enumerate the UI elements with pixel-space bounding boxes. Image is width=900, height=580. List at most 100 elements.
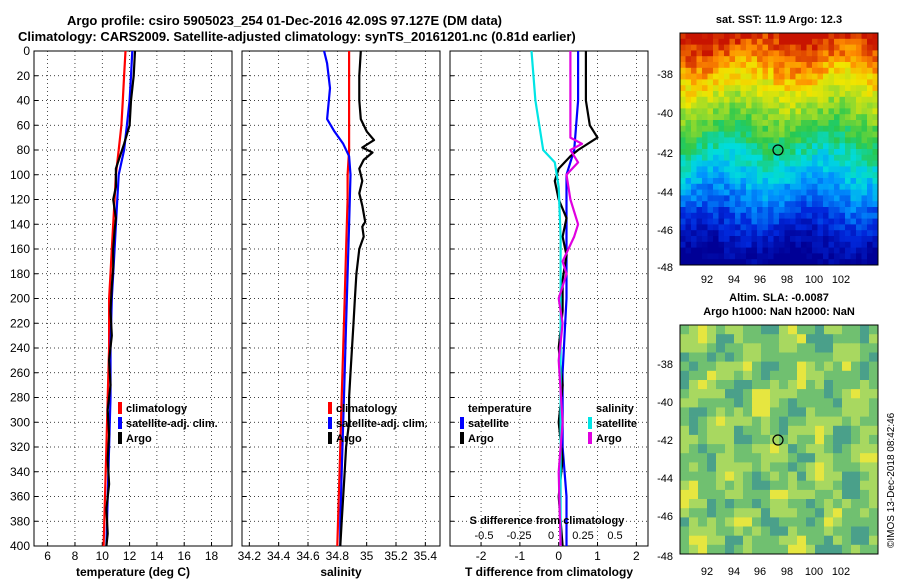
legend-label-satellite-adj: satellite-adj. clim. — [126, 418, 218, 430]
sla-cell — [689, 544, 699, 555]
sst-cell — [724, 160, 730, 167]
sla-cell — [761, 535, 771, 546]
sla-cell — [779, 380, 789, 390]
sla-cell — [806, 352, 816, 363]
sla-cell — [734, 517, 744, 527]
sst-cell — [856, 125, 862, 132]
series-line-s-satellite — [530, 50, 562, 546]
sst-cell — [751, 230, 758, 237]
sst-cell — [746, 137, 752, 144]
sst-cell — [801, 247, 807, 254]
sst-cell — [702, 85, 708, 92]
sst-cell — [828, 253, 835, 260]
sst-cell — [696, 44, 703, 51]
sst-cell — [867, 241, 873, 248]
sla-cell — [725, 343, 735, 353]
sst-cell — [812, 236, 818, 243]
sst-cell — [834, 247, 840, 254]
sla-cell — [770, 444, 780, 454]
sst-cell — [856, 218, 862, 225]
sst-cell — [757, 56, 763, 63]
sst-cell — [702, 218, 708, 225]
sst-cell — [729, 91, 736, 98]
sst-cell — [784, 50, 791, 57]
sla-cell — [743, 499, 753, 509]
sst-cell — [823, 85, 829, 92]
sst-cell — [696, 50, 703, 57]
sst-cell — [718, 137, 725, 144]
y-tick-label: 40 — [17, 94, 31, 108]
sst-cell — [757, 38, 763, 45]
sla-cell — [788, 453, 798, 463]
sla-cell — [761, 544, 771, 555]
sla-cell — [707, 370, 717, 381]
sla-cell — [680, 444, 690, 454]
sla-cell — [743, 334, 753, 344]
sst-cell — [713, 62, 719, 69]
sst-cell — [872, 212, 879, 219]
sla-cell — [788, 416, 798, 427]
sst-cell — [718, 253, 725, 260]
sst-cell — [729, 125, 736, 132]
s-diff-tick-label: 0.5 — [607, 530, 622, 542]
sst-cell — [751, 96, 758, 103]
sst-cell — [790, 160, 796, 167]
sst-cell — [867, 178, 873, 185]
sst-cell — [828, 178, 835, 185]
sst-cell — [685, 33, 692, 40]
sst-cell — [790, 131, 796, 138]
sla-cell — [833, 416, 843, 427]
sla-cell — [761, 499, 771, 509]
sla-cell — [689, 352, 699, 363]
sst-cell — [839, 224, 846, 231]
sst-cell — [707, 114, 714, 121]
sst-cell — [795, 189, 802, 196]
sst-cell — [867, 96, 873, 103]
sst-cell — [817, 38, 824, 45]
sst-cell — [718, 201, 725, 208]
sst-cell — [812, 172, 818, 179]
y-tick-label: 80 — [17, 143, 31, 157]
sst-cell — [685, 183, 692, 190]
sst-cell — [867, 33, 873, 40]
sst-cell — [795, 85, 802, 92]
sst-cell — [823, 102, 829, 109]
sst-cell — [839, 50, 846, 57]
sst-cell — [729, 195, 736, 202]
sst-cell — [707, 154, 714, 161]
sla-cell — [680, 398, 690, 408]
sst-cell — [867, 91, 873, 98]
sst-cell — [762, 120, 769, 127]
sst-cell — [691, 131, 697, 138]
sst-cell — [691, 212, 697, 219]
sst-cell — [713, 131, 719, 138]
sst-cell — [740, 102, 747, 109]
s-diff-tick-label: 0 — [548, 530, 554, 542]
sst-cell — [861, 108, 868, 115]
x-tick-label: 16 — [178, 549, 192, 563]
sst-cell — [861, 241, 868, 248]
sst-cell — [806, 178, 813, 185]
sst-cell — [751, 102, 758, 109]
sst-cell — [724, 172, 730, 179]
legend-label-climatology: climatology — [336, 403, 398, 415]
sst-cell — [812, 247, 818, 254]
sst-cell — [850, 253, 857, 260]
sla-map-frame — [679, 324, 879, 555]
sst-cell — [773, 125, 780, 132]
sst-cell — [691, 120, 697, 127]
sla-cell — [680, 462, 690, 472]
sla-cell — [824, 361, 834, 372]
sst-cell — [861, 85, 868, 92]
sla-cell — [770, 370, 780, 381]
sst-cell — [729, 183, 736, 190]
sla-cell — [734, 499, 744, 509]
sst-cell — [872, 160, 879, 167]
sst-cell — [790, 114, 796, 121]
sla-cell — [680, 380, 690, 390]
sla-cell — [725, 489, 735, 500]
sla-cell — [824, 544, 834, 555]
sla-cell — [680, 499, 690, 509]
sst-cell — [718, 160, 725, 167]
sla-cell — [761, 462, 771, 472]
